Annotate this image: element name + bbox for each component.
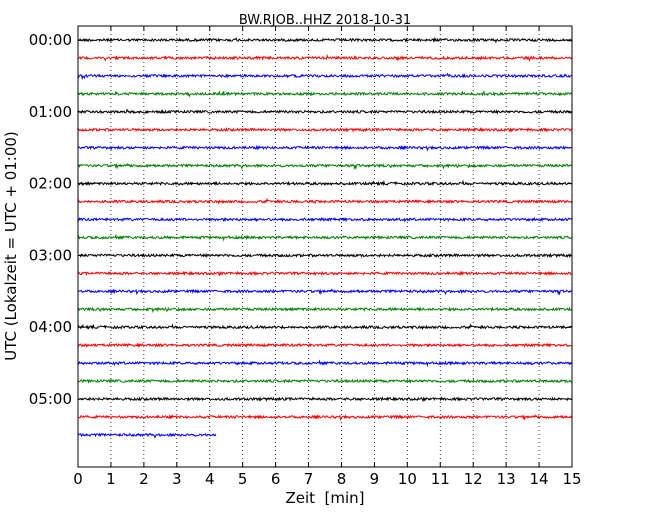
trace-0245 [77,233,572,242]
y-tick-label: 01:00 [29,103,72,121]
trace-0330 [77,288,572,296]
trace-0445 [77,378,572,384]
trace-0315 [77,270,572,277]
trace-0515 [77,414,572,421]
trace-0430 [77,359,572,368]
x-tick-label: 0 [73,470,83,488]
trace-0215 [77,197,572,205]
y-tick-label: 02:00 [29,175,72,193]
trace-0530 [77,432,217,439]
trace-0045 [77,90,572,98]
x-tick-label: 12 [464,470,483,488]
trace-0230 [77,216,572,223]
x-tick-label: 10 [398,470,417,488]
y-tick-label: 04:00 [29,318,72,336]
trace-0130 [77,144,572,152]
trace-0015 [77,53,572,62]
x-tick-label: 13 [497,470,516,488]
y-axis-label: UTC (Lokalzeit = UTC + 01:00) [2,131,20,361]
trace-0030 [77,72,572,81]
y-tick-label: 05:00 [29,390,72,408]
x-tick-label: 8 [337,470,347,488]
trace-0500 [77,396,572,403]
x-tick-label: 9 [370,470,380,488]
y-tick-label: 03:00 [29,246,72,264]
traces [77,36,572,439]
x-tick-label: 3 [172,470,182,488]
x-tick-label: 7 [304,470,314,488]
vertical-gridlines [110,26,540,467]
x-tick-label: 14 [530,470,549,488]
trace-0300 [77,252,572,259]
trace-0100 [77,108,572,115]
x-tick-label: 4 [205,470,215,488]
trace-0415 [77,342,572,348]
x-tick-label: 11 [431,470,450,488]
trace-0115 [77,126,572,133]
y-tick-label: 00:00 [29,31,72,49]
x-tick-label: 5 [238,470,248,488]
x-tick-label: 6 [271,470,281,488]
x-axis-ticks: 0 1 2 3 4 5 6 7 8 9 10 11 12 13 14 15 [73,26,582,488]
y-axis-ticks: 00:00 01:00 02:00 03:00 04:00 05:00 [29,31,572,408]
chart-title: BW.RJOB..HHZ 2018-10-31 [239,13,411,28]
trace-0145 [77,162,572,171]
x-tick-label: 2 [139,470,149,488]
trace-0000 [77,36,572,44]
trace-0200 [77,179,572,187]
trace-0400 [77,323,572,331]
trace-0345 [77,306,572,314]
x-axis-label: Zeit [min] [285,489,364,507]
x-tick-label: 1 [106,470,116,488]
plot-frame [77,25,573,468]
x-tick-label: 15 [562,470,581,488]
